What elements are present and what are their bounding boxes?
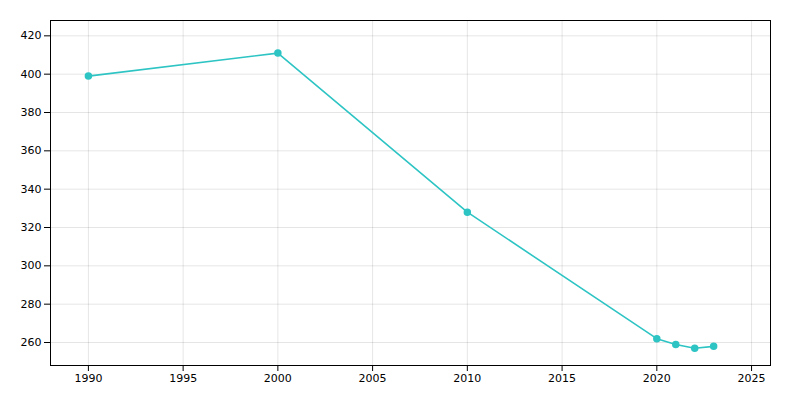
svg-text:1990: 1990 xyxy=(74,372,102,385)
svg-text:320: 320 xyxy=(21,221,42,234)
svg-text:2000: 2000 xyxy=(264,372,292,385)
svg-text:2020: 2020 xyxy=(643,372,671,385)
svg-text:1995: 1995 xyxy=(169,372,197,385)
svg-text:260: 260 xyxy=(21,336,42,349)
svg-text:340: 340 xyxy=(21,183,42,196)
svg-text:2025: 2025 xyxy=(738,372,766,385)
svg-text:2005: 2005 xyxy=(359,372,387,385)
svg-text:380: 380 xyxy=(21,106,42,119)
svg-text:420: 420 xyxy=(21,29,42,42)
svg-text:2010: 2010 xyxy=(453,372,481,385)
svg-text:400: 400 xyxy=(21,68,42,81)
svg-text:280: 280 xyxy=(21,298,42,311)
svg-text:300: 300 xyxy=(21,259,42,272)
svg-text:360: 360 xyxy=(21,144,42,157)
svg-text:2015: 2015 xyxy=(548,372,576,385)
